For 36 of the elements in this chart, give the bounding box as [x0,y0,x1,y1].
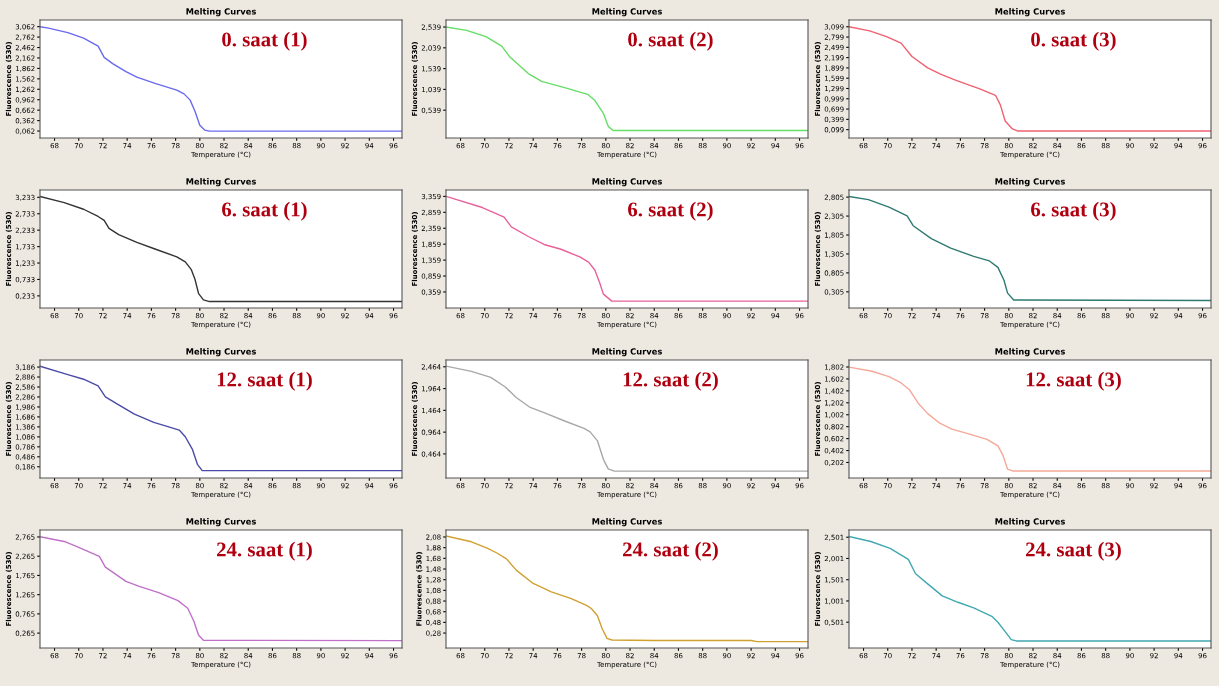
line-series [446,26,808,132]
chart-title: Melting Curves [186,348,256,357]
line-series [849,195,1211,302]
line-series [40,26,402,132]
chart-title: Melting Curves [592,8,662,17]
annotation: 24. saat (2) [623,541,718,561]
annotation: 24. saat (1) [217,541,312,561]
annotation: 12. saat (2) [623,371,718,391]
annotation: 0. saat (3) [1031,31,1116,51]
chart-title: Melting Curves [186,518,256,527]
line-series [446,365,808,472]
chart-title: Melting Curves [592,348,662,357]
chart-title: Melting Curves [995,348,1065,357]
chart-title: Melting Curves [186,8,256,17]
line-series [849,366,1211,472]
annotation: 6. saat (3) [1031,201,1116,221]
annotation: 0. saat (1) [222,31,307,51]
line-series [446,195,808,302]
chart-title: Melting Curves [592,518,662,527]
annotation: 24. saat (3) [1026,541,1121,561]
chart-title: Melting Curves [995,178,1065,187]
annotation: 0. saat (2) [628,31,713,51]
annotation: 6. saat (2) [628,201,713,221]
annotation: 12. saat (1) [217,371,312,391]
chart-title: Melting Curves [592,178,662,187]
chart-title: Melting Curves [186,178,256,187]
line-series [849,535,1211,642]
annotation: 12. saat (3) [1026,371,1121,391]
line-series [40,195,402,303]
annotation: 6. saat (1) [222,201,307,221]
line-series [849,26,1211,132]
line-series [446,535,808,643]
chart-title: Melting Curves [995,8,1065,17]
chart-title: Melting Curves [995,518,1065,527]
line-series [40,365,402,472]
line-series [40,536,402,642]
